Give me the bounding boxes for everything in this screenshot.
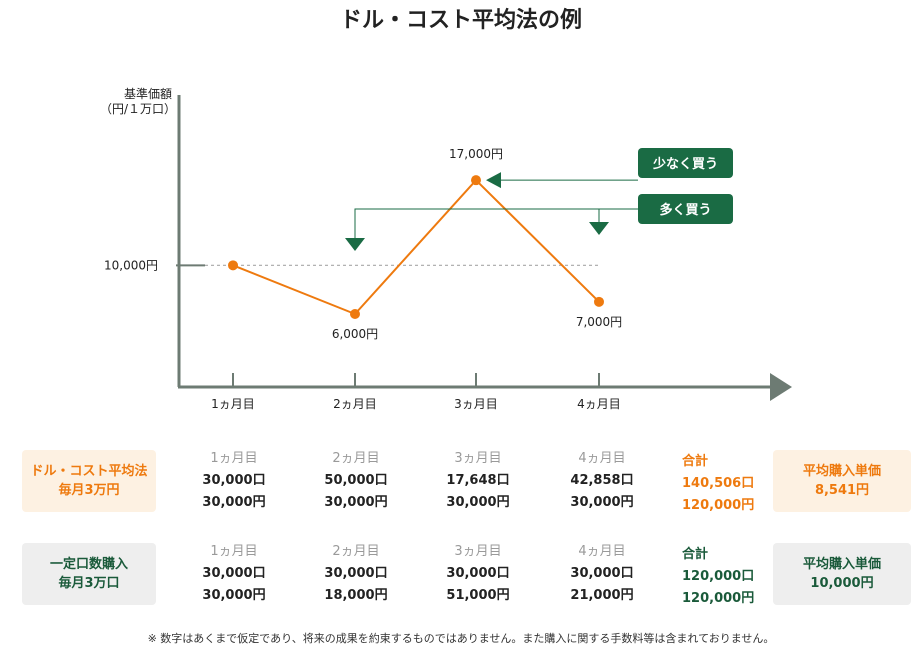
data-point <box>350 309 360 319</box>
buy-more-box <box>638 194 733 224</box>
x-tick-label: 3ヵ月目 <box>454 397 498 411</box>
x-axis-arrowhead <box>770 373 792 401</box>
buy-more-label: 多く買う <box>659 202 711 218</box>
dca-units: 50,000口 <box>324 473 388 488</box>
month-label: 2ヵ月目 <box>332 544 380 559</box>
dca-avg-label: 平均購入単価 <box>802 464 881 479</box>
fixed-total-amount: 120,000円 <box>682 591 755 606</box>
line-chart: 基準価額（円/１万口） 1ヵ月目 2ヵ月目 3ヵ月目 4ヵ月目 10,000円 6,000円… <box>100 86 792 411</box>
data-point <box>471 175 481 186</box>
fixed-col-4: 4ヵ月目 30,000口 21,000円 <box>552 541 652 607</box>
data-point <box>228 260 238 271</box>
fixed-average-price: 平均購入単価 10,000円 <box>773 543 911 605</box>
month-label: 1ヵ月目 <box>210 451 258 466</box>
dca-avg-value: 8,541円 <box>814 483 870 498</box>
fixed-amount: 30,000円 <box>202 588 266 603</box>
y-axis-label: 基準価額 <box>124 86 172 101</box>
month-label: 4ヵ月目 <box>578 451 626 466</box>
fixed-avg-label: 平均購入単価 <box>802 557 881 572</box>
data-label: 6,000円 <box>332 327 378 341</box>
month-label: 4ヵ月目 <box>578 544 626 559</box>
buy-more-arrowhead <box>589 222 609 235</box>
buy-less-arrowhead <box>486 172 501 189</box>
disclaimer-note: ※ 数字はあくまで仮定であり、将来の成果を約束するものではありません。また購入に… <box>147 632 775 645</box>
fixed-total: 合計 120,000口 120,000円 <box>682 544 754 610</box>
fixed-amount: 21,000円 <box>570 588 634 603</box>
buy-more-arrow-line <box>354 208 638 238</box>
dca-amount: 30,000円 <box>324 495 388 510</box>
month-label: 2ヵ月目 <box>332 451 380 466</box>
buy-less-box <box>638 148 733 178</box>
x-tick-label: 1ヵ月目 <box>211 397 255 411</box>
dca-units: 17,648口 <box>446 473 510 488</box>
dca-amount: 30,000円 <box>570 495 634 510</box>
fixed-col-1: 1ヵ月目 30,000口 30,000円 <box>184 541 284 607</box>
buy-more-arrowhead <box>345 238 365 251</box>
dca-total-label: 合計 <box>682 454 709 469</box>
fixed-col-3: 3ヵ月目 30,000口 51,000円 <box>428 541 528 607</box>
dca-amount: 30,000円 <box>446 495 510 510</box>
fixed-amount: 51,000円 <box>446 588 510 603</box>
dca-row-label: ドル・コスト平均法 毎月3万円 <box>22 450 156 512</box>
dca-label-line2: 毎月3万円 <box>58 483 120 498</box>
month-label: 1ヵ月目 <box>210 544 258 559</box>
fixed-total-units: 120,000口 <box>682 569 755 584</box>
x-tick-label: 2ヵ月目 <box>333 397 377 411</box>
dca-col-4: 4ヵ月目 42,858口 30,000円 <box>552 448 652 514</box>
dca-col-1: 1ヵ月目 30,000口 30,000円 <box>184 448 284 514</box>
fixed-units: 30,000口 <box>446 566 510 581</box>
dca-total-amount: 120,000円 <box>682 498 755 513</box>
data-point <box>594 296 604 307</box>
x-tick-label: 4ヵ月目 <box>577 397 621 411</box>
fixed-units: 30,000口 <box>202 566 266 581</box>
fixed-label-line2: 毎月3万口 <box>58 576 120 591</box>
fixed-avg-value: 10,000円 <box>810 576 874 591</box>
series-line <box>232 178 600 316</box>
dca-units: 30,000口 <box>202 473 266 488</box>
dca-average-price: 平均購入単価 8,541円 <box>773 450 911 512</box>
data-label: 17,000円 <box>449 147 503 161</box>
page-title: ドル・コスト平均法の例 <box>339 8 582 33</box>
dca-col-2: 2ヵ月目 50,000口 30,000円 <box>306 448 406 514</box>
reference-label: 10,000円 <box>104 258 158 272</box>
month-label: 3ヵ月目 <box>454 451 502 466</box>
dca-total: 合計 140,506口 120,000円 <box>682 451 754 517</box>
fixed-total-label: 合計 <box>682 547 709 562</box>
dca-label-line1: ドル・コスト平均法 <box>30 464 148 479</box>
data-label: 7,000円 <box>576 315 622 329</box>
dca-total-units: 140,506口 <box>682 476 755 491</box>
dca-units: 42,858口 <box>570 473 634 488</box>
fixed-row-label: 一定口数購入 毎月3万口 <box>22 543 156 605</box>
buy-less-label: 少なく買う <box>652 156 718 172</box>
dca-amount: 30,000円 <box>202 495 266 510</box>
y-axis-label-unit: （円/１万口） <box>100 102 176 116</box>
fixed-label-line1: 一定口数購入 <box>49 557 128 572</box>
fixed-units: 30,000口 <box>324 566 388 581</box>
fixed-col-2: 2ヵ月目 30,000口 18,000円 <box>306 541 406 607</box>
month-label: 3ヵ月目 <box>454 544 502 559</box>
fixed-amount: 18,000円 <box>324 588 388 603</box>
fixed-units: 30,000口 <box>570 566 634 581</box>
dca-col-3: 3ヵ月目 17,648口 30,000円 <box>428 448 528 514</box>
